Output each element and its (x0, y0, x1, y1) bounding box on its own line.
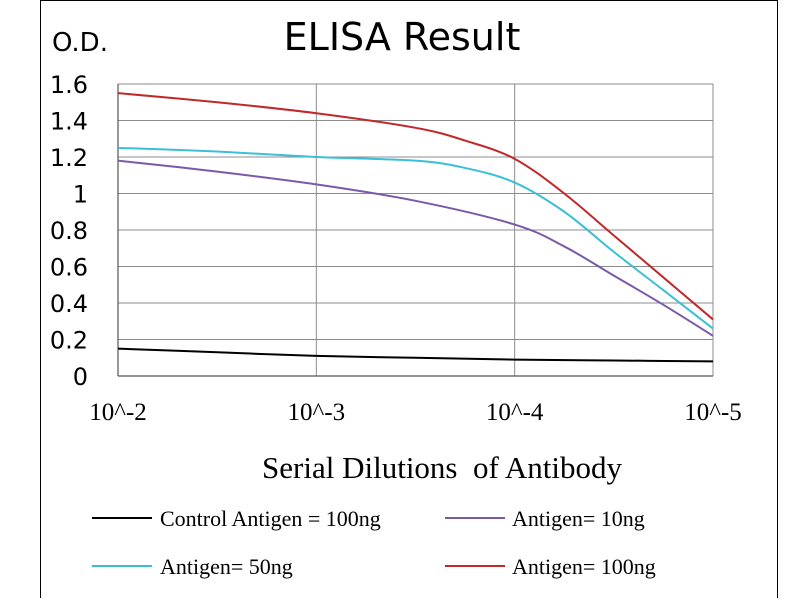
y-tick-labels: 0 0.2 0.4 0.6 0.8 1 1.2 1.4 1.6 (50, 71, 88, 391)
y-tick-label: 0.4 (50, 290, 88, 318)
legend: Control Antigen = 100ng Antigen= 10ng Anti… (92, 506, 656, 579)
series-lines (117, 92, 714, 363)
y-tick-label: 1.2 (50, 144, 88, 172)
legend-label: Antigen= 100ng (512, 554, 656, 579)
y-tick-label: 1 (73, 181, 88, 209)
x-tick-label: 10^-3 (288, 399, 346, 426)
y-tick-label: 0.2 (50, 327, 88, 355)
chart-frame (40, 0, 778, 598)
y-tick-label: 0.6 (50, 254, 88, 282)
series-line-control (117, 347, 714, 363)
y-axis-label: O.D. (52, 28, 108, 58)
x-tick-label: 10^-2 (89, 399, 147, 426)
series-line-10ng (117, 159, 714, 337)
chart-title: ELISA Result (284, 15, 521, 59)
legend-label: Antigen= 10ng (512, 506, 645, 531)
y-tick-label: 1.4 (50, 108, 88, 136)
series-line-50ng (117, 146, 714, 330)
y-tick-label: 0 (73, 363, 88, 391)
y-tick-label: 1.6 (50, 71, 88, 99)
x-tick-labels: 10^-2 10^-3 10^-4 10^-5 (89, 399, 742, 426)
legend-label: Control Antigen = 100ng (160, 506, 381, 531)
x-tick-label: 10^-4 (486, 399, 544, 426)
y-tick-label: 0.8 (50, 217, 88, 245)
x-axis-label: Serial Dilutions of Antibody (262, 450, 622, 485)
series-line-100ng (117, 92, 714, 321)
x-tick-label: 10^-5 (684, 399, 742, 426)
legend-label: Antigen= 50ng (160, 554, 293, 579)
